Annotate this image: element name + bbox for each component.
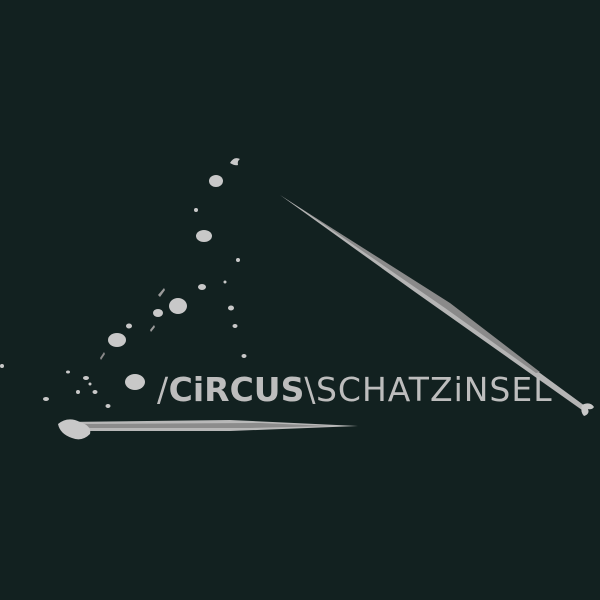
album-title-wordmark: /CiRCUS\SCHATZiNSEL [157, 370, 553, 410]
wordmark-schatzinsel: SCHATZiNSEL [315, 370, 553, 409]
wordmark-slash: / [157, 370, 169, 409]
wordmark-separator: \ [304, 370, 316, 409]
wordmark-circus: CiRCUS [168, 370, 305, 409]
